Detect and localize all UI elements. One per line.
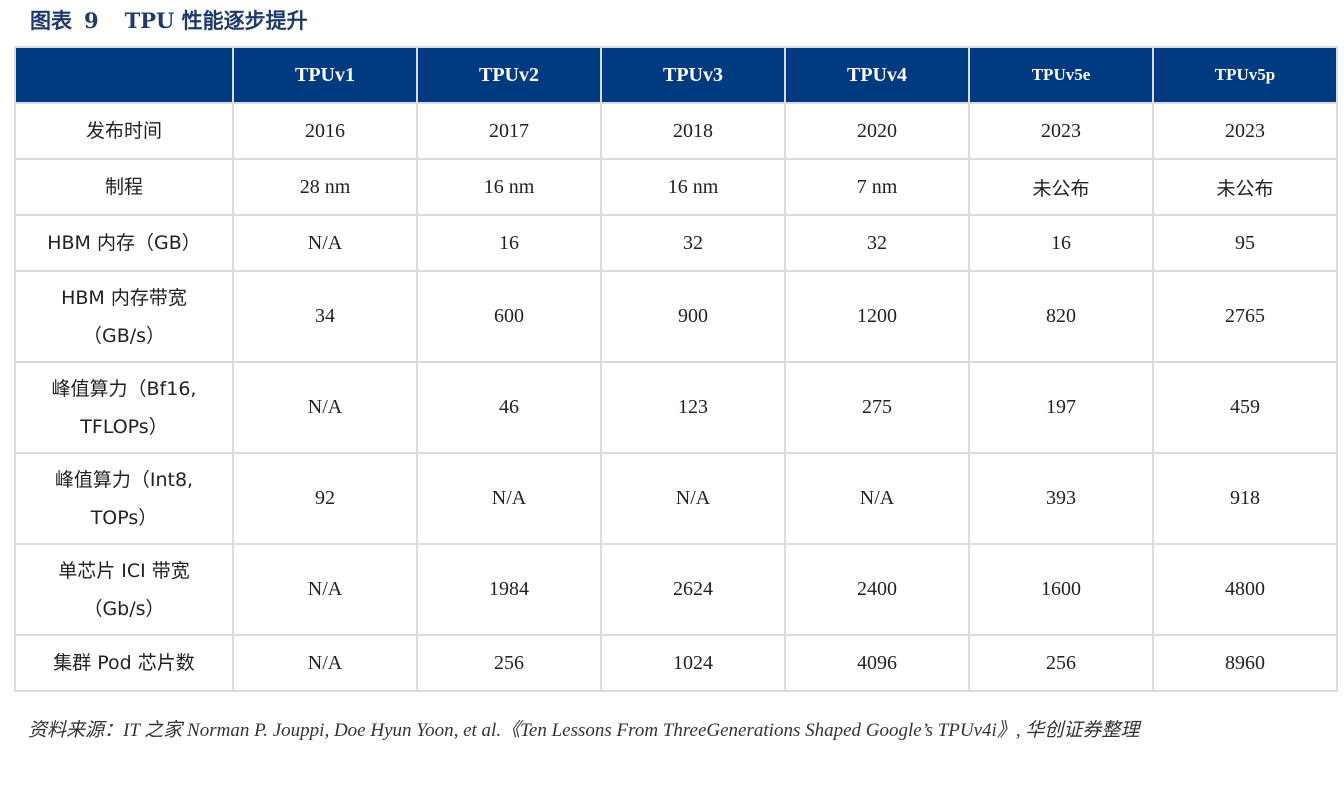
table-cell: 92: [232, 452, 418, 545]
table-cell: 393: [968, 452, 1154, 545]
header-corner: [14, 46, 234, 104]
table-cell: 600: [416, 270, 602, 363]
row-label: 峰值算力（Bf16, TFLOPs）: [14, 361, 234, 454]
table-cell: 4096: [784, 634, 970, 692]
row-label-line: 单芯片 ICI 带宽: [58, 559, 190, 582]
table-cell: 7 nm: [784, 158, 970, 216]
table-cell: 28 nm: [232, 158, 418, 216]
table-row: 单芯片 ICI 带宽 （Gb/s） N/A 1984 2624 2400 1600…: [14, 543, 1338, 636]
row-label-line: TFLOPs）: [80, 415, 168, 438]
table-cell: 2765: [1152, 270, 1338, 363]
row-label-line: 制程: [104, 176, 143, 198]
row-label-line: 峰值算力（Bf16,: [51, 377, 197, 400]
table-cell: 未公布: [1152, 158, 1338, 216]
table-cell: 1984: [416, 543, 602, 636]
table-cell: 1600: [968, 543, 1154, 636]
figure-number: 9: [84, 8, 99, 33]
table-cell: 95: [1152, 214, 1338, 272]
table-row: 峰值算力（Int8, TOPs） 92 N/A N/A N/A 393 918: [14, 452, 1338, 545]
table-row: 制程 28 nm 16 nm 16 nm 7 nm 未公布 未公布: [14, 158, 1338, 216]
table-cell: N/A: [784, 452, 970, 545]
table-cell: 918: [1152, 452, 1338, 545]
table-cell: 2020: [784, 102, 970, 160]
table-cell: 256: [416, 634, 602, 692]
table-cell: 2023: [1152, 102, 1338, 160]
table-cell: 459: [1152, 361, 1338, 454]
row-label: 峰值算力（Int8, TOPs）: [14, 452, 234, 545]
row-label: HBM 内存带宽 （GB/s）: [14, 270, 234, 363]
table-cell: N/A: [232, 214, 418, 272]
row-label-line: 发布时间: [85, 120, 162, 142]
row-label-line: TOPs）: [90, 506, 158, 529]
table-row: HBM 内存带宽 （GB/s） 34 600 900 1200 820 2765: [14, 270, 1338, 363]
table-cell: 123: [600, 361, 786, 454]
table-cell: 32: [784, 214, 970, 272]
tpu-spec-table: TPUv1 TPUv2 TPUv3 TPUv4 TPUv5e TPUv5p 发布…: [14, 46, 1338, 692]
row-label-line: HBM 内存（GB）: [47, 232, 201, 254]
figure-caption: TPU 性能逐步提升: [124, 8, 308, 33]
header-tpuv3: TPUv3: [600, 46, 786, 104]
table-cell: N/A: [600, 452, 786, 545]
row-label: 制程: [14, 158, 234, 216]
table-cell: 2023: [968, 102, 1154, 160]
table-header-row: TPUv1 TPUv2 TPUv3 TPUv4 TPUv5e TPUv5p: [14, 46, 1338, 104]
table-cell: 820: [968, 270, 1154, 363]
table-cell: 900: [600, 270, 786, 363]
header-tpuv5p: TPUv5p: [1152, 46, 1338, 104]
row-label-line: 集群 Pod 芯片数: [53, 652, 195, 674]
table-row: 峰值算力（Bf16, TFLOPs） N/A 46 123 275 197 459: [14, 361, 1338, 454]
figure-title: 图表 9 TPU 性能逐步提升: [30, 6, 308, 36]
table-cell: 8960: [1152, 634, 1338, 692]
table-cell: 4800: [1152, 543, 1338, 636]
table-cell: 2018: [600, 102, 786, 160]
table-cell: 2017: [416, 102, 602, 160]
row-label: 发布时间: [14, 102, 234, 160]
figure-label: 图表: [30, 8, 72, 33]
table-cell: 32: [600, 214, 786, 272]
table-cell: 16: [968, 214, 1154, 272]
table-cell: 2016: [232, 102, 418, 160]
table-cell: 未公布: [968, 158, 1154, 216]
table-cell: 16 nm: [600, 158, 786, 216]
header-tpuv2: TPUv2: [416, 46, 602, 104]
table-cell: 2624: [600, 543, 786, 636]
table-cell: 46: [416, 361, 602, 454]
table-cell: 197: [968, 361, 1154, 454]
table-row: 发布时间 2016 2017 2018 2020 2023 2023: [14, 102, 1338, 160]
table-cell: 16: [416, 214, 602, 272]
source-note: 资料来源：IT 之家 Norman P. Jouppi, Doe Hyun Yo…: [28, 720, 1140, 741]
table-row: 集群 Pod 芯片数 N/A 256 1024 4096 256 8960: [14, 634, 1338, 692]
table-cell: 275: [784, 361, 970, 454]
header-tpuv5e: TPUv5e: [968, 46, 1154, 104]
table-cell: N/A: [232, 543, 418, 636]
row-label: 单芯片 ICI 带宽 （Gb/s）: [14, 543, 234, 636]
row-label-line: （GB/s）: [82, 324, 166, 347]
table-cell: 2400: [784, 543, 970, 636]
table-cell: N/A: [416, 452, 602, 545]
table-row: HBM 内存（GB） N/A 16 32 32 16 95: [14, 214, 1338, 272]
table-cell: 256: [968, 634, 1154, 692]
table-cell: 1200: [784, 270, 970, 363]
table-cell: N/A: [232, 361, 418, 454]
table-cell: 34: [232, 270, 418, 363]
row-label-line: 峰值算力（Int8,: [54, 468, 194, 491]
row-label-line: HBM 内存带宽: [61, 286, 187, 309]
row-label: 集群 Pod 芯片数: [14, 634, 234, 692]
row-label: HBM 内存（GB）: [14, 214, 234, 272]
row-label-line: （Gb/s）: [83, 597, 165, 620]
header-tpuv1: TPUv1: [232, 46, 418, 104]
table-cell: 1024: [600, 634, 786, 692]
table-cell: 16 nm: [416, 158, 602, 216]
table-cell: N/A: [232, 634, 418, 692]
header-tpuv4: TPUv4: [784, 46, 970, 104]
